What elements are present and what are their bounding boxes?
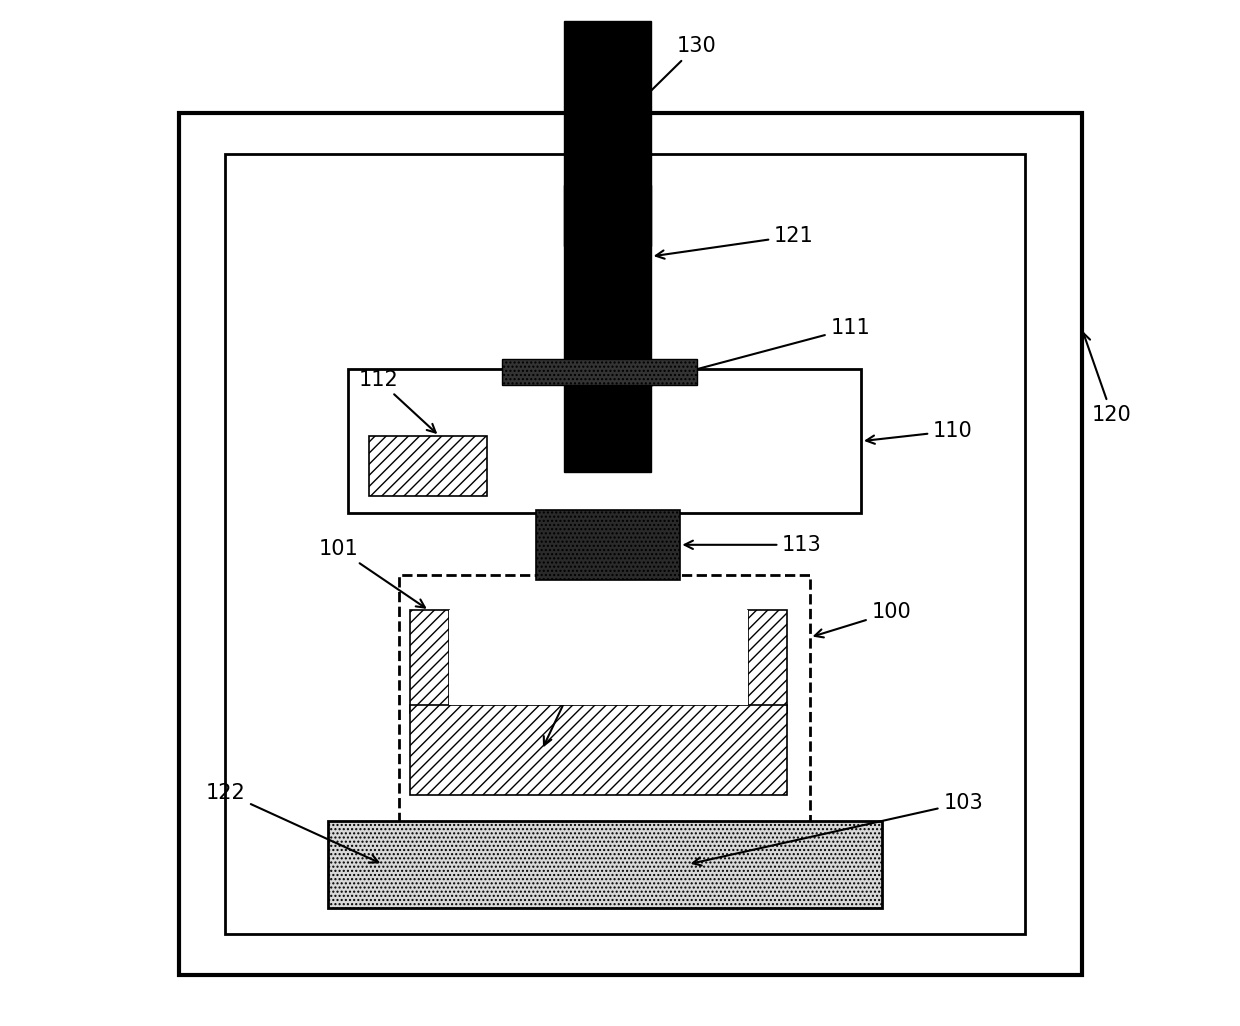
Text: 120: 120 — [1083, 333, 1132, 425]
Text: 101: 101 — [319, 539, 425, 607]
Text: 102: 102 — [544, 618, 619, 745]
Text: 110: 110 — [867, 421, 972, 444]
Text: 100: 100 — [815, 602, 911, 637]
Bar — [409, 610, 449, 713]
Text: 111: 111 — [644, 318, 870, 386]
Bar — [567, 141, 647, 159]
Text: 121: 121 — [656, 226, 813, 259]
Bar — [563, 185, 651, 472]
Bar — [567, 100, 647, 118]
Text: 113: 113 — [684, 535, 822, 555]
Bar — [179, 113, 1081, 975]
Text: 103: 103 — [693, 793, 983, 866]
Bar — [368, 436, 486, 496]
Bar — [536, 510, 680, 580]
Bar — [327, 821, 882, 908]
Bar — [449, 610, 748, 705]
Bar — [563, 21, 651, 246]
Bar — [409, 705, 787, 795]
Bar — [748, 610, 787, 713]
Text: 122: 122 — [206, 783, 378, 863]
Text: 112: 112 — [358, 369, 435, 433]
Bar — [348, 369, 861, 513]
Bar — [399, 575, 810, 826]
Bar — [502, 359, 697, 385]
Bar — [224, 154, 1025, 934]
Text: 130: 130 — [611, 36, 717, 130]
